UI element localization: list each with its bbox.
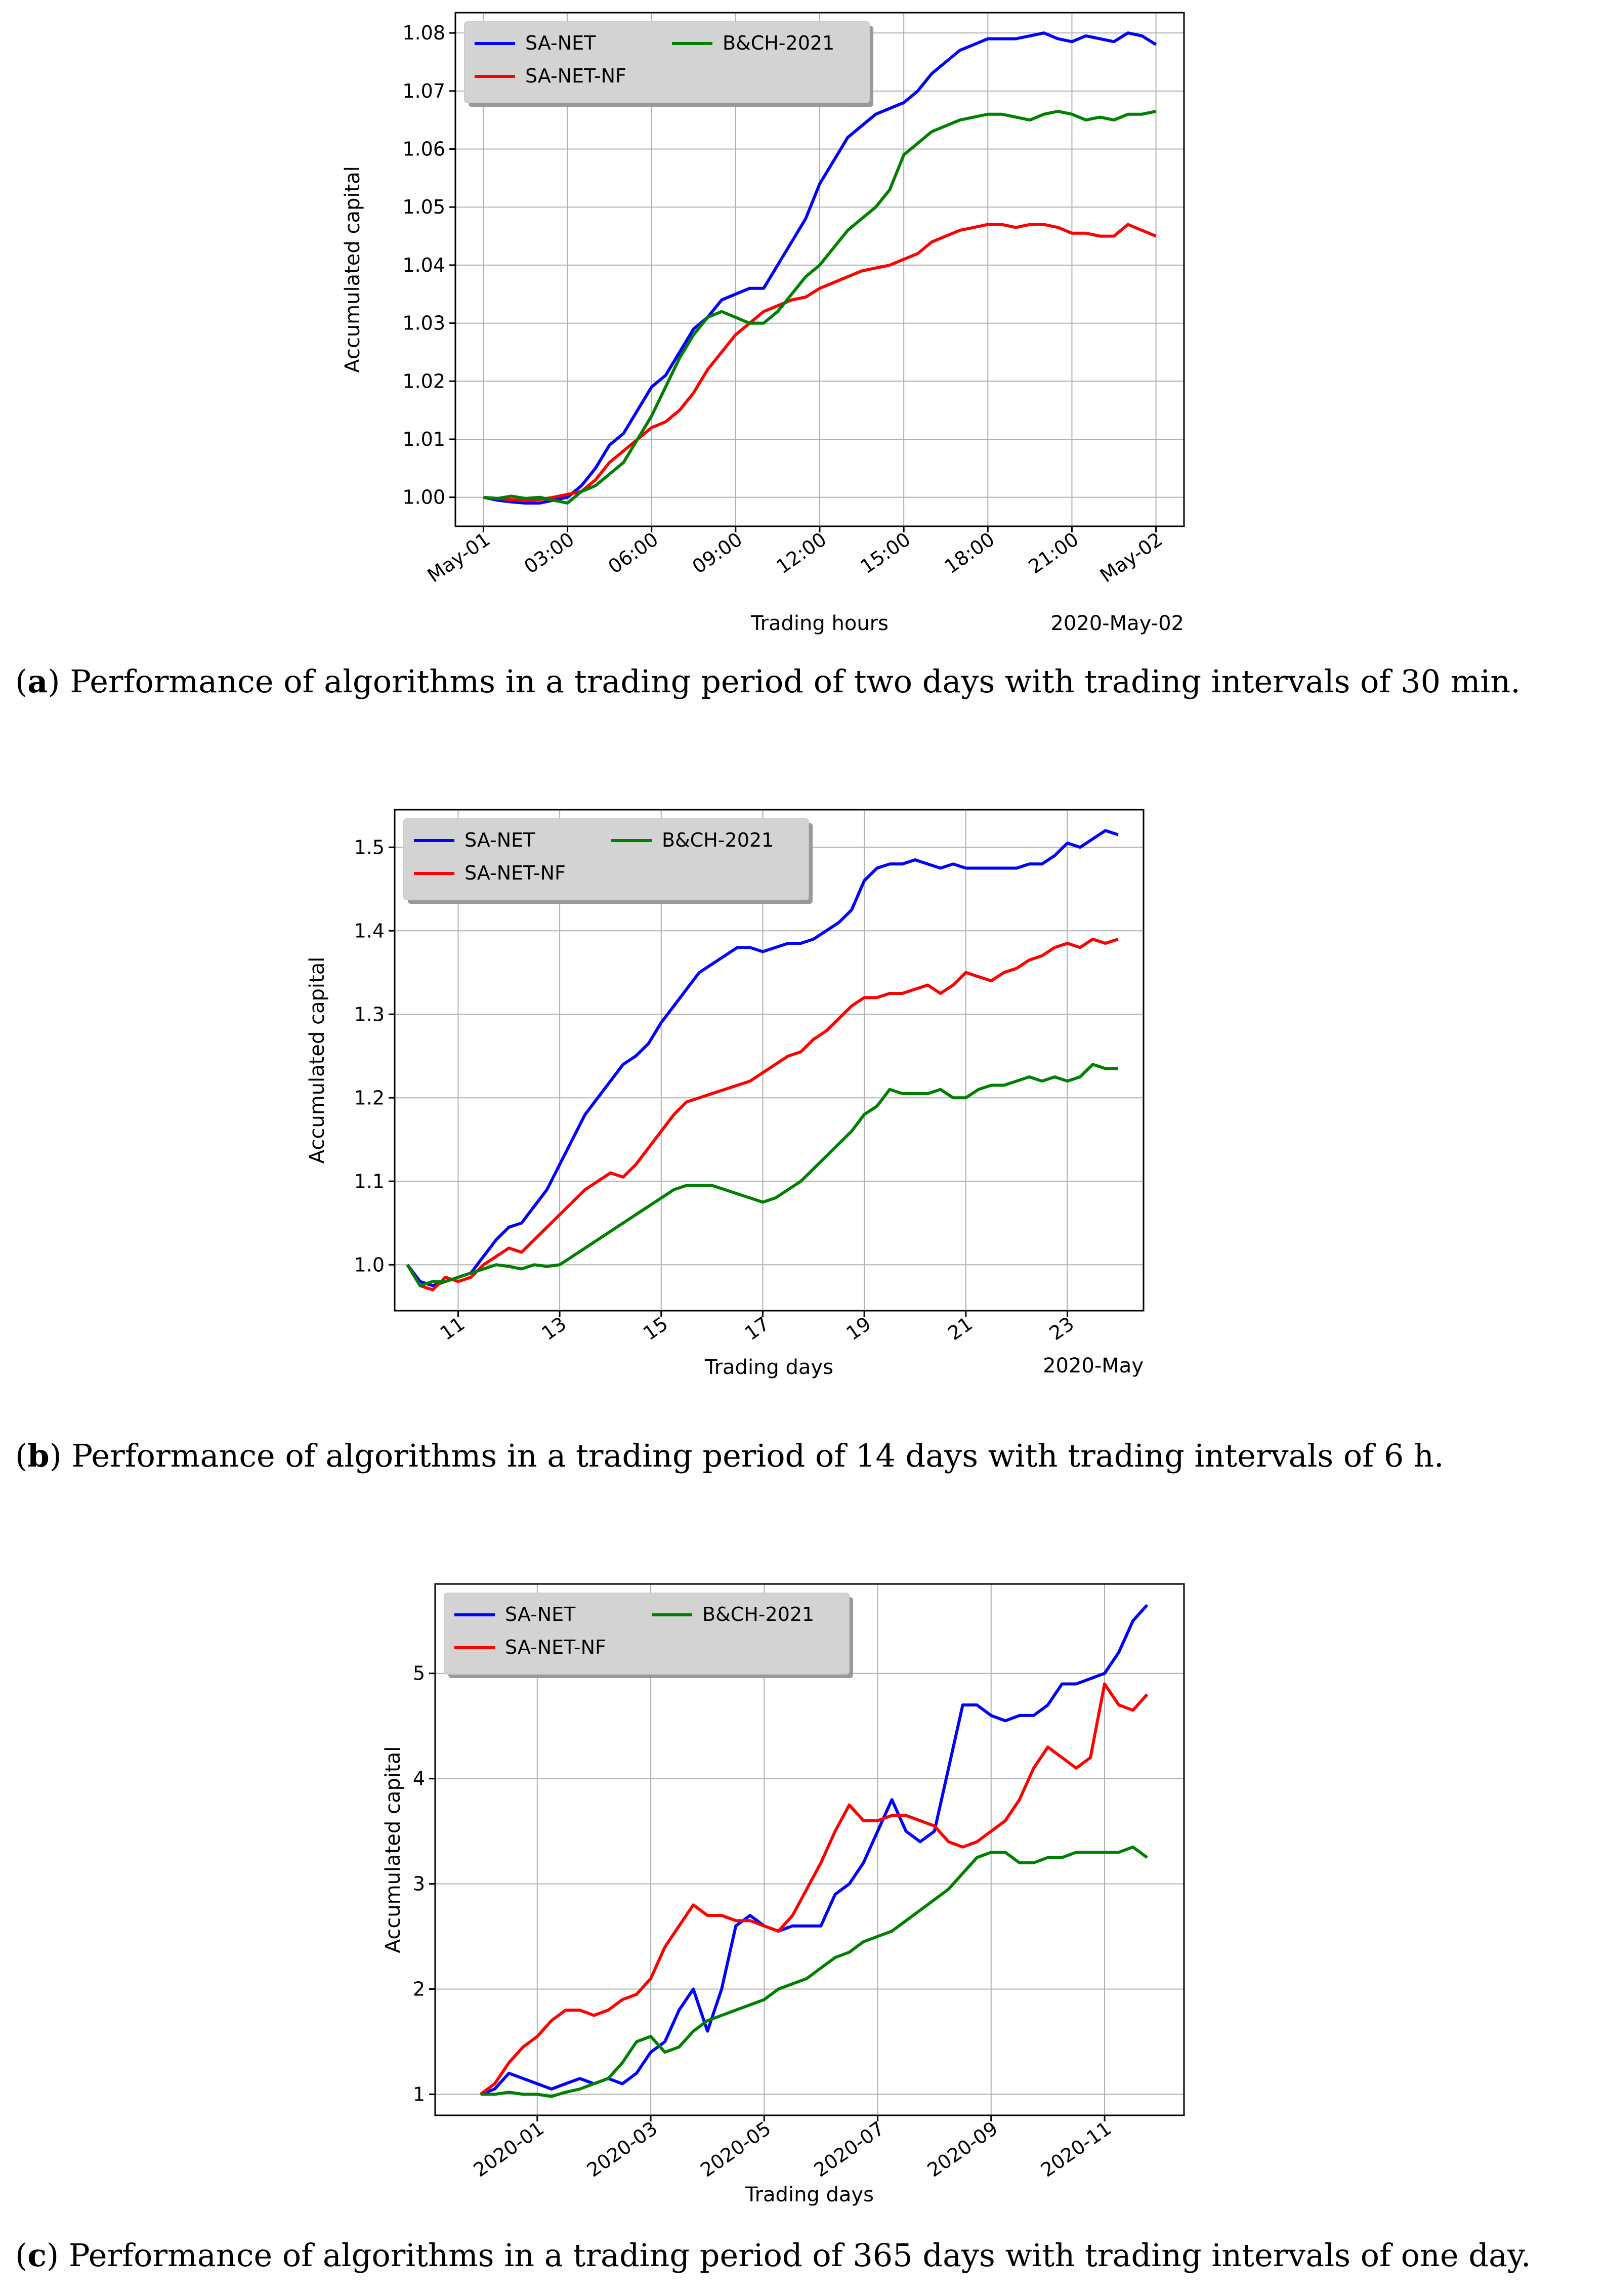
caption-label-a: a — [27, 663, 48, 700]
legend-label: SA-NET — [505, 1603, 576, 1625]
x-tick-label: 2020-11 — [1037, 2117, 1115, 2181]
caption-c: (c) Performance of algorithms in a tradi… — [15, 2237, 1531, 2274]
x-tick-label: 06:00 — [604, 528, 662, 578]
y-tick-label: 2 — [413, 1978, 425, 2000]
caption-text-b: Performance of algorithms in a trading p… — [61, 1437, 1444, 1474]
legend-label: SA-NET — [525, 32, 596, 54]
series-line-b-ch-2021 — [483, 110, 1157, 505]
x-axis-label: Trading hours — [750, 612, 889, 635]
legend-label: SA-NET-NF — [525, 65, 626, 87]
series-line-sa-net — [406, 829, 1119, 1287]
chart-panel-c: 1 2 3 4 5 2020-01 2020-03 2020-05 2020-07 2020-09… — [0, 1559, 1606, 2296]
x-tick-label: May-01 — [424, 528, 494, 587]
x-axis-label: Trading days — [745, 2183, 874, 2206]
x-tick-label: 15 — [639, 1312, 672, 1345]
caption-label-b: b — [27, 1437, 50, 1474]
legend-label: B&CH-2021 — [662, 829, 774, 851]
legend-label: SA-NET-NF — [464, 862, 566, 884]
y-tick-label: 1.3 — [354, 1003, 385, 1025]
plot-frame — [434, 1583, 1185, 2116]
y-tick-label: 1.5 — [354, 836, 385, 858]
x-tick-label: 2020-05 — [696, 2117, 775, 2181]
y-tick-label: 1.4 — [354, 920, 385, 942]
x-offset-label: 2020-May-02 — [1050, 612, 1184, 635]
x-tick-label: 21:00 — [1025, 528, 1083, 578]
chart-b: 1.0 1.1 1.2 1.3 1.4 1.5 11 13 15 17 19 21 23 Trading … — [306, 809, 1145, 1379]
series-line-sa-net — [480, 1604, 1149, 2096]
y-axis-label: Accumulated capital — [306, 957, 329, 1164]
x-tick-label: 11 — [436, 1312, 469, 1345]
x-tick-label: 2020-09 — [923, 2117, 1002, 2181]
x-tick-label: 21 — [944, 1312, 977, 1345]
series-line-b-ch-2021 — [480, 1845, 1148, 2098]
y-tick-label: 1.05 — [402, 196, 445, 218]
y-tick-label: 1 — [413, 2083, 425, 2105]
legend-label: B&CH-2021 — [702, 1603, 814, 1625]
caption-text-a: Performance of algorithms in a trading p… — [60, 663, 1520, 700]
y-tick-label: 4 — [413, 1768, 425, 1790]
y-tick-label: 1.06 — [402, 138, 445, 160]
y-tick-label: 5 — [413, 1662, 425, 1685]
y-tick-label: 1.07 — [402, 80, 445, 102]
x-tick-label: 19 — [842, 1312, 875, 1345]
y-tick-label: 1.01 — [402, 428, 445, 450]
y-tick-label: 1.00 — [402, 486, 445, 509]
chart-panel-b: 1.0 1.1 1.2 1.3 1.4 1.5 11 13 15 17 19 21 23 Trading … — [0, 779, 1606, 1559]
y-tick-label: 1.08 — [402, 22, 445, 44]
x-tick-label: 12:00 — [772, 528, 830, 578]
y-tick-label: 1.04 — [402, 254, 445, 276]
series-line-sa-net-nf — [479, 1682, 1149, 2096]
x-offset-label: 2020-May — [1043, 1354, 1144, 1377]
series-line-sa-net-nf — [406, 937, 1119, 1291]
x-tick-label: 23 — [1045, 1312, 1078, 1345]
x-tick-label: 13 — [537, 1312, 570, 1345]
legend-label: B&CH-2021 — [723, 32, 834, 54]
x-tick-label: 2020-07 — [810, 2117, 888, 2181]
chart-c: 1 2 3 4 5 2020-01 2020-03 2020-05 2020-07 2020-09… — [382, 1583, 1185, 2206]
legend-label: SA-NET-NF — [505, 1636, 606, 1658]
caption-text-c: Performance of algorithms in a trading p… — [59, 2237, 1531, 2274]
y-tick-label: 1.1 — [354, 1170, 385, 1192]
y-tick-label: 1.03 — [402, 312, 445, 335]
y-tick-label: 3 — [413, 1873, 425, 1895]
caption-label-c: c — [27, 2237, 47, 2274]
y-axis-label: Accumulated capital — [341, 166, 364, 373]
caption-a: (a) Performance of algorithms in a tradi… — [15, 663, 1520, 700]
x-tick-label: 2020-03 — [583, 2117, 661, 2181]
x-tick-label: 18:00 — [941, 528, 999, 578]
x-tick-label: 03:00 — [520, 528, 578, 578]
plot-frame — [394, 809, 1145, 1312]
series-line-sa-net — [483, 31, 1157, 505]
caption-b: (b) Performance of algorithms in a tradi… — [15, 1437, 1444, 1474]
series-line-b-ch-2021 — [406, 1063, 1118, 1287]
legend-box — [444, 1593, 850, 1675]
legend-box — [464, 21, 870, 103]
y-tick-label: 1.02 — [402, 370, 445, 392]
x-axis-label: Trading days — [704, 1356, 833, 1379]
legend-label: SA-NET — [464, 829, 535, 851]
x-tick-label: May-02 — [1096, 528, 1167, 587]
x-tick-label: 17 — [741, 1312, 774, 1345]
y-tick-label: 1.0 — [354, 1254, 385, 1276]
y-axis-label: Accumulated capital — [382, 1746, 405, 1953]
x-tick-label: 15:00 — [856, 528, 914, 578]
chart-a: 1.00 1.01 1.02 1.03 1.04 1.05 1.06 1.07 1.08 May-… — [341, 12, 1185, 635]
legend-box — [403, 818, 809, 900]
series-line-sa-net-nf — [483, 223, 1157, 503]
y-tick-label: 1.2 — [354, 1087, 385, 1109]
x-tick-label: 2020-01 — [470, 2117, 548, 2181]
chart-panel-a: 1.00 1.01 1.02 1.03 1.04 1.05 1.06 1.07 1.08 May-… — [0, 0, 1606, 719]
x-tick-label: 09:00 — [688, 528, 746, 578]
